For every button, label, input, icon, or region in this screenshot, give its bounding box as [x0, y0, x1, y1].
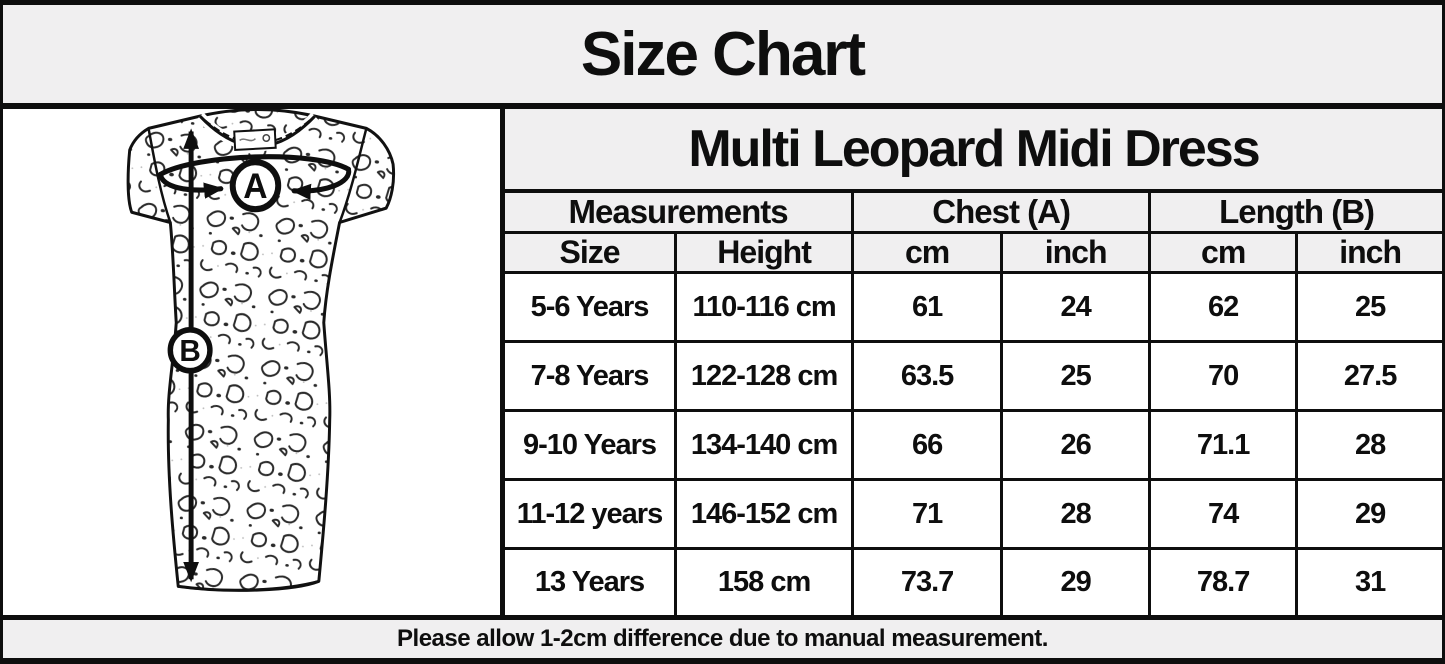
chest-measure-arrow	[157, 154, 352, 201]
cell-chest-cm: 71	[851, 478, 1004, 551]
main-area: A B Multi Leopard Midi Dress	[3, 109, 1442, 615]
cell-chest-inch: 24	[1000, 270, 1152, 344]
cell-length-inch: 25	[1295, 270, 1442, 344]
cell-chest-inch: 25	[1000, 340, 1152, 413]
cell-chest-cm: 63.5	[851, 340, 1004, 413]
cell-height: 146-152 cm	[674, 478, 855, 551]
cell-size: 11-12 years	[505, 478, 678, 551]
header-chest: Chest (A)	[851, 193, 1152, 234]
footer-note: Please allow 1-2cm difference due to man…	[3, 615, 1442, 658]
label-a-badge: A	[229, 159, 282, 213]
subheader-chest-inch: inch	[1000, 231, 1152, 274]
page-header: Size Chart	[3, 5, 1442, 109]
cell-height: 134-140 cm	[674, 409, 855, 482]
table-row: 9-10 Years 134-140 cm 66 26 71.1 28	[505, 409, 1442, 482]
cell-length-cm: 74	[1148, 478, 1299, 551]
cell-chest-cm: 66	[851, 409, 1004, 482]
cell-size: 7-8 Years	[505, 340, 678, 413]
cell-length-cm: 78.7	[1148, 547, 1299, 615]
cell-length-inch: 31	[1295, 547, 1442, 615]
cell-height: 158 cm	[674, 547, 855, 615]
cell-length-cm: 70	[1148, 340, 1299, 413]
cell-chest-inch: 26	[1000, 409, 1152, 482]
cell-chest-cm: 61	[851, 270, 1004, 344]
header-measurements: Measurements	[505, 193, 855, 234]
cell-height: 122-128 cm	[674, 340, 855, 413]
sub-header-row: Size Height cm inch cm inch	[505, 231, 1442, 274]
subheader-length-cm: cm	[1148, 231, 1299, 274]
label-b-badge: B	[167, 326, 213, 374]
header-length: Length (B)	[1148, 193, 1442, 234]
cell-chest-inch: 28	[1000, 478, 1152, 551]
page-title: Size Chart	[580, 19, 866, 89]
subheader-height: Height	[674, 231, 855, 274]
label-b: B	[179, 335, 200, 369]
product-title: Multi Leopard Midi Dress	[505, 109, 1442, 193]
subheader-chest-cm: cm	[851, 231, 1004, 274]
label-a: A	[243, 167, 267, 206]
cell-length-inch: 27.5	[1295, 340, 1442, 413]
dress-illustration-panel: A B	[3, 109, 505, 615]
size-table: Measurements Chest (A) Length (B) Size H…	[505, 193, 1442, 615]
table-row: 13 Years 158 cm 73.7 29 78.7 31	[505, 547, 1442, 615]
cell-length-inch: 29	[1295, 478, 1442, 551]
table-row: 7-8 Years 122-128 cm 63.5 25 70 27.5	[505, 340, 1442, 413]
neck-tag	[233, 128, 277, 151]
dress-illustration: A B	[126, 109, 396, 592]
cell-length-cm: 62	[1148, 270, 1299, 344]
cell-length-inch: 28	[1295, 409, 1442, 482]
cell-height: 110-116 cm	[674, 270, 855, 344]
cell-size: 5-6 Years	[505, 270, 678, 344]
table-row: 5-6 Years 110-116 cm 61 24 62 25	[505, 270, 1442, 344]
cell-chest-inch: 29	[1000, 547, 1152, 615]
table-row: 11-12 years 146-152 cm 71 28 74 29	[505, 478, 1442, 551]
group-header-row: Measurements Chest (A) Length (B)	[505, 193, 1442, 234]
subheader-length-inch: inch	[1295, 231, 1442, 274]
subheader-size: Size	[505, 231, 678, 274]
cell-size: 13 Years	[505, 547, 678, 615]
size-table-area: Multi Leopard Midi Dress Measurements Ch…	[505, 109, 1442, 615]
cell-length-cm: 71.1	[1148, 409, 1299, 482]
cell-chest-cm: 73.7	[851, 547, 1004, 615]
cell-size: 9-10 Years	[505, 409, 678, 482]
